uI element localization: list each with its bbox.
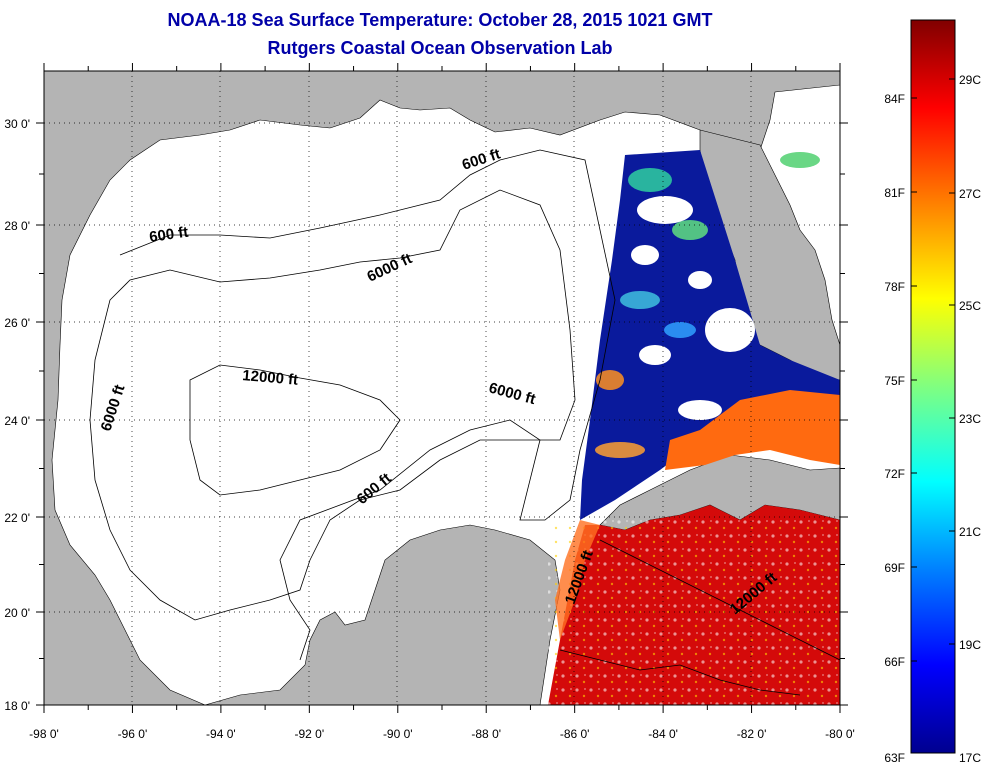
- colorbar-f-label: 78F: [884, 280, 905, 294]
- colorbar-c-label: 21C: [959, 525, 981, 539]
- colorbar-c-label: 17C: [959, 751, 981, 765]
- colorbar: [910, 19, 956, 754]
- chart-subtitle: Rutgers Coastal Ocean Observation Lab: [267, 38, 613, 58]
- x-axis: -98 0' -96 0' -94 0' -92 0' -90 0' -88 0' -86 …: [29, 63, 855, 741]
- y-tick-label: 30 0': [4, 117, 30, 131]
- contour-label: 12000 ft: [242, 367, 299, 389]
- x-tick-label: -86 0': [560, 727, 590, 741]
- colorbar-c-label: 29C: [959, 73, 981, 87]
- y-tick-label: 28 0': [4, 219, 30, 233]
- contour-label: 600 ft: [148, 224, 189, 246]
- sst-orange-band: [665, 390, 840, 470]
- x-tick-label: -82 0': [737, 727, 767, 741]
- colorbar-f-label: 72F: [884, 467, 905, 481]
- x-tick-label: -96 0': [118, 727, 148, 741]
- contour-6000ft: [89, 189, 576, 621]
- y-tick-label: 22 0': [4, 511, 30, 525]
- sst-speckle: [548, 520, 840, 705]
- colorbar-c-label: 27C: [959, 187, 981, 201]
- x-tick-label: -88 0': [471, 727, 501, 741]
- y-tick-label: 24 0': [4, 414, 30, 428]
- x-tick-label: -92 0': [295, 727, 325, 741]
- cloud-patches: [631, 95, 830, 420]
- colorbar-f-label: 63F: [884, 751, 905, 765]
- colorbar-c-label: 23C: [959, 412, 981, 426]
- map-grid: [44, 71, 840, 705]
- colorbar-c-label: 25C: [959, 299, 981, 313]
- y-tick-label: 18 0': [4, 699, 30, 713]
- colorbar-f-label: 81F: [884, 186, 905, 200]
- contour-12000ft: [189, 364, 401, 496]
- y-axis: 18 0' 20 0' 22 0' 24 0' 26 0' 28 0' 30 0': [4, 117, 848, 713]
- colorbar-f-label: 75F: [884, 374, 905, 388]
- bathymetry-contours: [89, 149, 840, 696]
- x-tick-label: -94 0': [206, 727, 236, 741]
- colorbar-f-label: 66F: [884, 655, 905, 669]
- x-tick-label: -80 0': [825, 727, 855, 741]
- sst-swath-edge: [555, 520, 600, 640]
- colorbar-celsius-labels: 29C 27C 25C 23C 21C 19C 17C: [949, 73, 981, 765]
- y-tick-label: 20 0': [4, 606, 30, 620]
- colorbar-fahrenheit-labels: 84F 81F 78F 75F 72F 69F 66F 63F: [884, 92, 917, 765]
- x-tick-label: -84 0': [648, 727, 678, 741]
- map-content: [44, 71, 840, 705]
- x-tick-label: -98 0': [29, 727, 59, 741]
- x-tick-label: -90 0': [383, 727, 413, 741]
- colorbar-f-label: 84F: [884, 92, 905, 106]
- contour-600ft: [119, 149, 616, 661]
- chart-title: NOAA-18 Sea Surface Temperature: October…: [167, 10, 713, 30]
- y-tick-label: 26 0': [4, 316, 30, 330]
- colorbar-f-label: 69F: [884, 561, 905, 575]
- colorbar-c-label: 19C: [959, 638, 981, 652]
